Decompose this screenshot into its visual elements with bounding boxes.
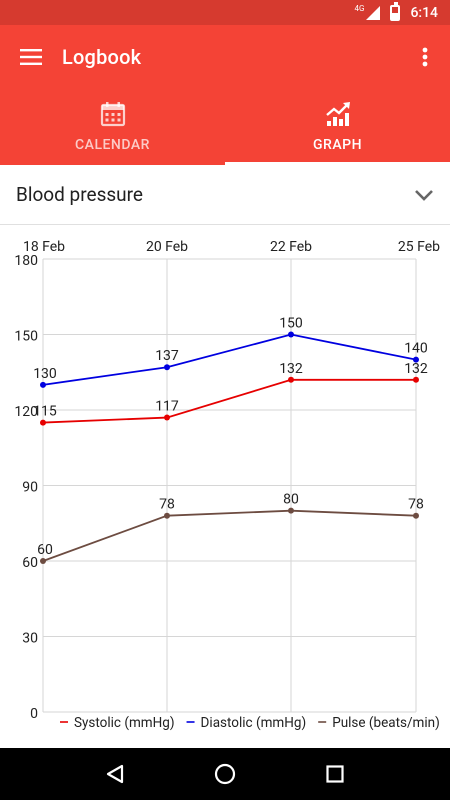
data-label: 60: [37, 542, 53, 558]
toolbar: Logbook: [0, 25, 450, 89]
data-label: 115: [33, 404, 57, 420]
data-label: 80: [283, 492, 299, 508]
dropdown-selected-value: Blood pressure: [16, 183, 143, 206]
data-point: [164, 512, 170, 519]
data-point: [288, 376, 294, 383]
measurement-type-dropdown[interactable]: Blood pressure: [0, 165, 450, 225]
data-label: 137: [155, 348, 179, 364]
data-label: 132: [404, 361, 428, 377]
data-label: 150: [279, 316, 303, 332]
y-tick-label: 180: [14, 253, 38, 269]
legend-label: Systolic (mmHg): [74, 715, 175, 731]
y-tick-label: 60: [22, 555, 38, 571]
calendar-icon: [100, 102, 125, 127]
tab-graph-label: GRAPH: [313, 137, 362, 153]
data-label: 130: [33, 366, 57, 382]
back-triangle-icon: [106, 764, 124, 784]
network-type: 4G: [354, 4, 365, 13]
home-circle-icon: [214, 763, 236, 785]
data-label: 140: [404, 341, 428, 357]
trending-up-icon: [325, 102, 350, 126]
recents-square-icon: [326, 765, 344, 783]
data-point: [413, 376, 419, 383]
recents-button[interactable]: [315, 754, 355, 794]
battery-icon: [390, 1, 401, 21]
y-tick-label: 150: [14, 329, 38, 345]
tab-graph[interactable]: GRAPH: [225, 89, 450, 165]
data-label: 78: [408, 497, 424, 513]
status-bar: 4G 6:14: [0, 0, 450, 25]
system-navigation-bar: [0, 748, 450, 800]
hamburger-menu-icon: [20, 49, 42, 65]
overflow-menu-button[interactable]: [400, 25, 450, 89]
back-button[interactable]: [95, 754, 135, 794]
data-point: [413, 356, 419, 363]
data-label: 132: [279, 361, 303, 377]
y-tick-label: 30: [22, 631, 38, 647]
y-tick-label: 120: [14, 404, 38, 420]
data-point: [40, 381, 46, 388]
data-point: [164, 414, 170, 421]
y-tick-label: 0: [30, 706, 38, 722]
data-label: 78: [159, 497, 175, 513]
page-title: Logbook: [62, 45, 142, 69]
legend-label: Pulse (beats/min): [332, 715, 440, 731]
more-vert-icon: [422, 47, 428, 67]
data-point: [288, 507, 294, 514]
menu-button[interactable]: [0, 25, 62, 89]
tab-calendar[interactable]: CALENDAR: [0, 89, 225, 165]
data-point: [288, 331, 294, 338]
series-line: [42, 333, 417, 386]
series-line: [42, 378, 416, 424]
x-tick-label: 20 Feb: [146, 239, 188, 255]
tab-calendar-label: CALENDAR: [75, 137, 150, 153]
y-tick-label: 90: [22, 480, 38, 496]
app-bar: Logbook CALENDAR: [0, 25, 450, 165]
data-point: [40, 558, 46, 564]
series-line: [42, 509, 417, 562]
home-button[interactable]: [205, 754, 245, 794]
chart-area[interactable]: 0 30 60 90 120 150 180 18 Feb 20 Feb 22 Feb 25 Feb…: [0, 226, 450, 748]
chevron-down-icon: [415, 189, 433, 201]
data-label: 117: [155, 399, 179, 415]
clock: 6:14: [410, 4, 438, 21]
data-point: [40, 419, 46, 426]
x-tick-label: 25 Feb: [398, 239, 440, 255]
legend-label: Diastolic (mmHg): [201, 715, 307, 731]
tab-bar: CALENDAR GRAPH: [0, 89, 450, 165]
data-point: [413, 512, 419, 519]
x-tick-label: 18 Feb: [23, 239, 65, 255]
x-tick-label: 22 Feb: [270, 239, 312, 255]
data-point: [164, 364, 170, 371]
signal-icon: [366, 5, 381, 20]
